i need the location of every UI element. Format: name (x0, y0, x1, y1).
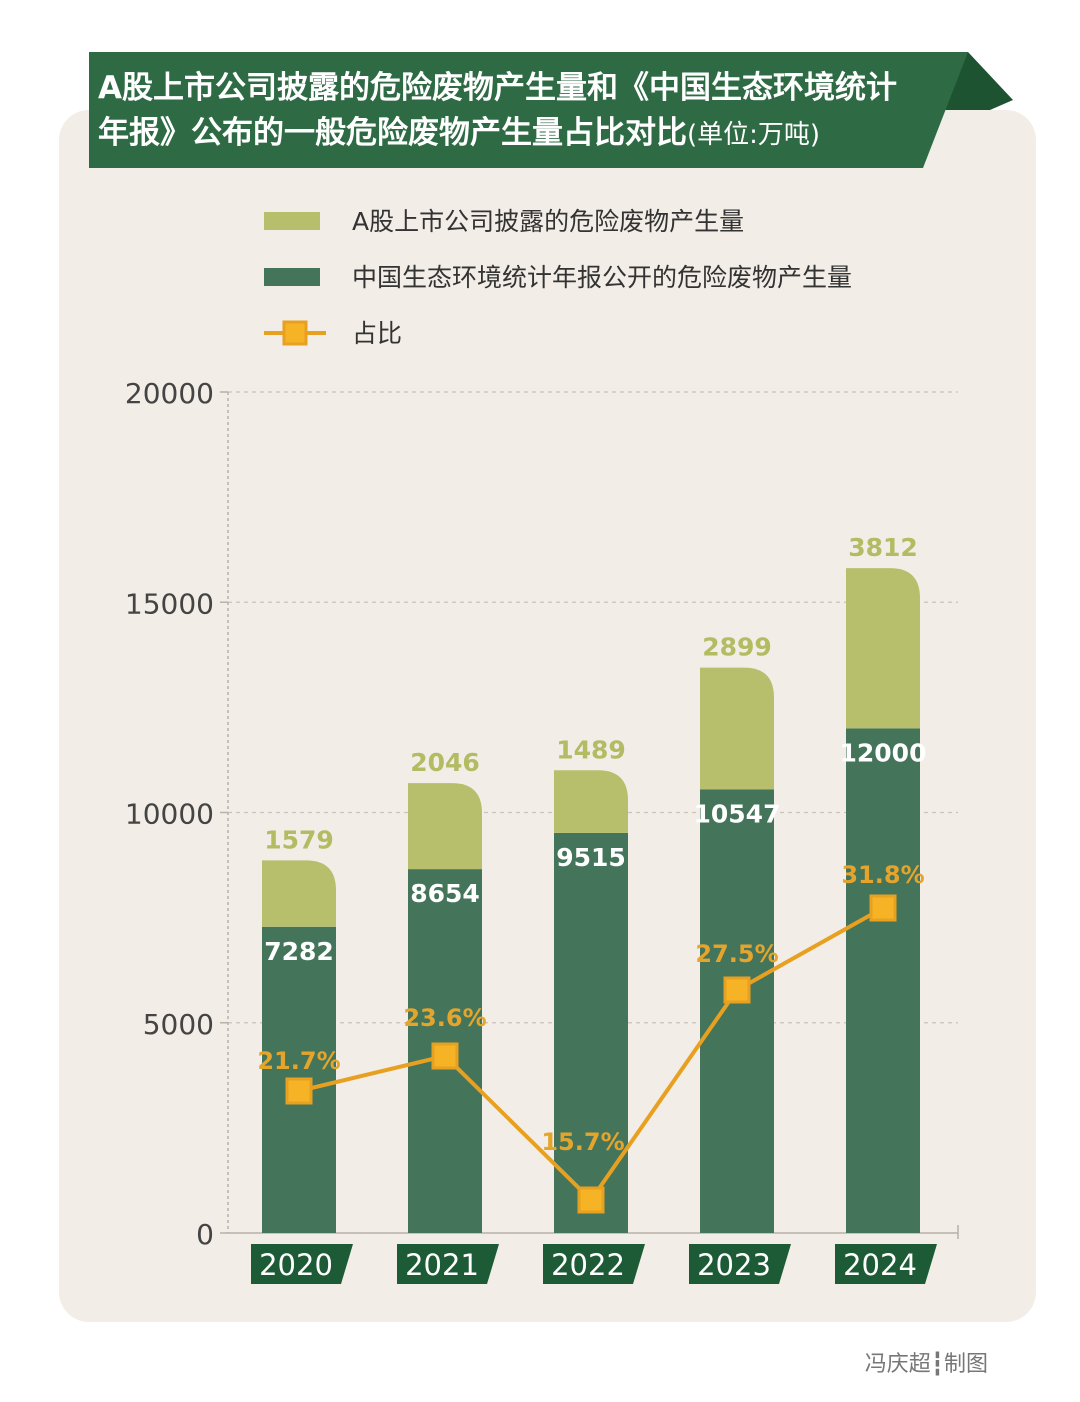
year-tab (543, 1244, 645, 1284)
ratio-value-label: 23.6% (403, 1004, 486, 1032)
legend-label-listed-companies: A股上市公司披露的危险废物产生量 (352, 207, 745, 236)
legend-swatch-green (264, 268, 320, 286)
legend-ratio-marker (264, 320, 326, 346)
ratio-point (285, 1077, 313, 1105)
ratio-value-label: 21.7% (257, 1047, 340, 1075)
bar-listed-companies (554, 770, 628, 833)
year-tab (689, 1244, 791, 1284)
y-tick-label: 15000 (125, 587, 214, 620)
ratio-point (869, 894, 897, 922)
credit-text: 冯庆超┇制图 (864, 1352, 988, 1377)
bar-listed-value-label: 3812 (848, 533, 918, 562)
bar-listed-companies (700, 667, 774, 790)
bar-yearbook-value-label: 12000 (840, 738, 927, 767)
ratio-point (577, 1186, 605, 1214)
legend-label-ratio: 占比 (352, 319, 403, 348)
grid-layer (228, 391, 958, 1024)
label-layer: 7282 1579 2020 8654 2046 2021 9515 1489 2022 1054… (251, 533, 937, 1284)
x-tick-label: 2022 (551, 1248, 625, 1282)
ratio-point (723, 976, 751, 1004)
year-tab (397, 1244, 499, 1284)
y-tick-label: 10000 (125, 798, 214, 831)
y-tick-label: 0 (196, 1218, 214, 1251)
title-banner (89, 52, 1013, 168)
ratio-point (431, 1042, 459, 1070)
x-tick-label: 2024 (843, 1248, 917, 1282)
chart-title-line-2-text: 年报》公布的一般危险废物产生量占比对比 (98, 115, 687, 151)
bar-yearbook-value-label: 10547 (694, 799, 781, 828)
ratio-value-label: 27.5% (695, 940, 778, 968)
bar-yearbook-value-label: 8654 (410, 879, 480, 908)
x-tick-label: 2021 (405, 1248, 479, 1282)
year-tab (835, 1244, 937, 1284)
bar-listed-value-label: 2046 (410, 748, 480, 777)
bar-yearbook (846, 728, 920, 1233)
bar-listed-value-label: 2899 (702, 633, 772, 662)
year-tab (251, 1244, 353, 1284)
bar-yearbook (700, 789, 774, 1233)
legend-label-yearbook: 中国生态环境统计年报公开的危险废物产生量 (352, 263, 853, 292)
bar-listed-companies (262, 860, 336, 927)
ratio-line-layer: 21.7% 23.6% 15.7% 27.5% 31.8% (257, 861, 925, 1214)
legend-swatch-olive (264, 212, 320, 230)
x-tick-label: 2023 (697, 1248, 771, 1282)
axis-layer: 0 5000 10000 15000 20000 (125, 377, 959, 1251)
bar-yearbook-value-label: 7282 (264, 937, 334, 966)
chart-title-line-1: A股上市公司披露的危险废物产生量和《中国生态环境统计 (98, 70, 897, 106)
y-tick-label: 5000 (143, 1008, 214, 1041)
bar-layer (262, 568, 920, 1233)
x-tick-label: 2020 (259, 1248, 333, 1282)
bar-yearbook-value-label: 9515 (556, 843, 626, 872)
bar-listed-value-label: 1489 (556, 735, 626, 764)
y-tick-label: 20000 (125, 377, 214, 410)
ratio-value-label: 31.8% (841, 861, 924, 889)
ratio-value-label: 15.7% (541, 1128, 624, 1156)
chart-unit: (单位:万吨) (687, 120, 821, 150)
bar-listed-companies (408, 783, 482, 870)
chart-title-line-2: 年报》公布的一般危险废物产生量占比对比(单位:万吨) (98, 107, 820, 152)
bar-listed-value-label: 1579 (264, 825, 334, 854)
bar-listed-companies (846, 568, 920, 729)
